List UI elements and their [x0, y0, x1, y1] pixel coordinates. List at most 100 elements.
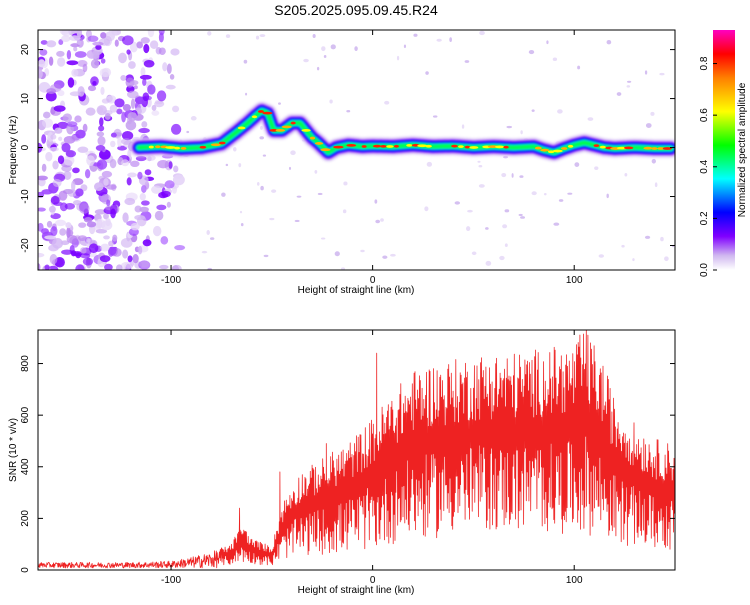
ridge-hotspot: [458, 145, 464, 149]
noise-blob: [142, 78, 147, 86]
noise-speckle: [206, 230, 210, 236]
heatmap-y-ticks: -20 -10 0 10 20: [20, 44, 675, 253]
noise-speckle: [624, 172, 628, 177]
noise-speckle: [546, 40, 549, 45]
noise-blob: [50, 226, 58, 237]
noise-speckle: [256, 181, 260, 186]
ridge-hotspot: [310, 136, 316, 140]
noise-speckle: [502, 224, 508, 229]
noise-speckle: [329, 99, 333, 104]
ridge-hotspot: [552, 149, 563, 153]
noise-blob: [50, 134, 57, 140]
noise-speckle: [260, 185, 264, 191]
noise-blob: [141, 121, 148, 128]
noise-blob: [69, 91, 82, 97]
noise-speckle: [477, 160, 481, 163]
noise-blob: [83, 217, 93, 223]
noise-blob: [38, 252, 45, 258]
noise-speckle: [190, 116, 197, 121]
noise-blob: [41, 163, 47, 172]
ridge-green: [136, 108, 673, 155]
noise-blob: [133, 85, 138, 90]
noise-blob: [172, 174, 185, 186]
noise-blob: [98, 125, 105, 132]
noise-blob: [54, 219, 67, 227]
noise-speckle: [464, 60, 470, 63]
ridge-hotspot: [290, 121, 296, 125]
noise-speckle: [403, 44, 407, 49]
noise-speckle: [651, 158, 656, 164]
noise-blob: [130, 160, 140, 168]
noise-blob: [162, 62, 168, 72]
noise-speckle: [240, 223, 244, 227]
ridge-hotspot: [251, 115, 258, 119]
noise-blob: [76, 39, 82, 45]
noise-speckle: [432, 115, 438, 118]
heatmap-x-tick-label: 100: [566, 275, 583, 286]
noise-speckle: [644, 70, 648, 75]
noise-speckle: [207, 31, 212, 36]
ridge-hotspot: [174, 146, 181, 150]
ridge-hotspot: [301, 129, 311, 132]
noise-speckle: [225, 163, 229, 167]
noise-blob: [57, 155, 65, 165]
noise-blob: [151, 104, 157, 111]
snr-y-tick-label: 200: [20, 510, 31, 527]
noise-blob: [159, 264, 169, 270]
noise-speckle: [503, 155, 509, 159]
noise-speckle: [259, 34, 266, 38]
ridge-hotspot: [333, 145, 344, 149]
noise-blob: [161, 190, 171, 198]
colorbar-gradient: [713, 30, 735, 270]
noise-speckle: [626, 80, 632, 83]
noise-blob: [157, 160, 170, 169]
noise-blob: [152, 225, 162, 237]
ridge-hotspot: [534, 146, 542, 150]
noise-speckle: [543, 192, 547, 196]
noise-blob: [136, 41, 143, 49]
noise-blob: [104, 113, 111, 120]
noise-blob: [58, 136, 63, 141]
snr-x-tick-label: -100: [161, 575, 181, 586]
noise-blob: [121, 131, 134, 141]
noise-speckle: [390, 253, 396, 257]
noise-speckle: [519, 175, 524, 178]
ridge-hotspot: [494, 145, 505, 149]
noise-blob: [38, 222, 44, 232]
ridge-hotspot: [237, 126, 246, 130]
noise-blob: [71, 68, 79, 77]
noise-speckle: [360, 249, 365, 253]
ridge-hotspot: [643, 146, 653, 150]
noise-blob: [142, 239, 152, 247]
heatmap-y-tick-label: -20: [20, 238, 31, 253]
snr-y-axis-label: SNR (10 * v/v): [8, 418, 19, 482]
noise-blob: [101, 98, 110, 104]
noise-blob: [98, 149, 111, 160]
noise-blob: [118, 52, 127, 64]
noise-speckle: [354, 46, 358, 52]
noise-blob: [76, 30, 83, 38]
ridge-hotspot: [257, 110, 264, 113]
noise-speckle: [504, 243, 508, 247]
noise-blob: [122, 212, 129, 223]
snr-y-tick-label: 800: [20, 355, 31, 372]
noise-blob: [117, 136, 122, 148]
noise-speckle: [660, 236, 664, 242]
noise-blob: [154, 100, 165, 108]
noise-blob: [52, 160, 59, 170]
snr-x-tick-label: 0: [370, 575, 376, 586]
noise-blob: [166, 201, 171, 208]
heatmap-x-ticks: -100 0 100: [161, 30, 583, 286]
noise-blob: [122, 249, 129, 259]
noise-blob: [147, 84, 156, 95]
noise-blob: [98, 175, 106, 181]
noise-blob: [92, 162, 102, 167]
noise-blob: [66, 121, 78, 128]
noise-blob: [105, 218, 111, 227]
snr-series-line: [38, 330, 675, 569]
snr-y-tick-label: 400: [20, 458, 31, 475]
noise-blob: [75, 129, 86, 139]
noise-blob: [50, 195, 60, 205]
noise-speckle: [334, 251, 340, 257]
